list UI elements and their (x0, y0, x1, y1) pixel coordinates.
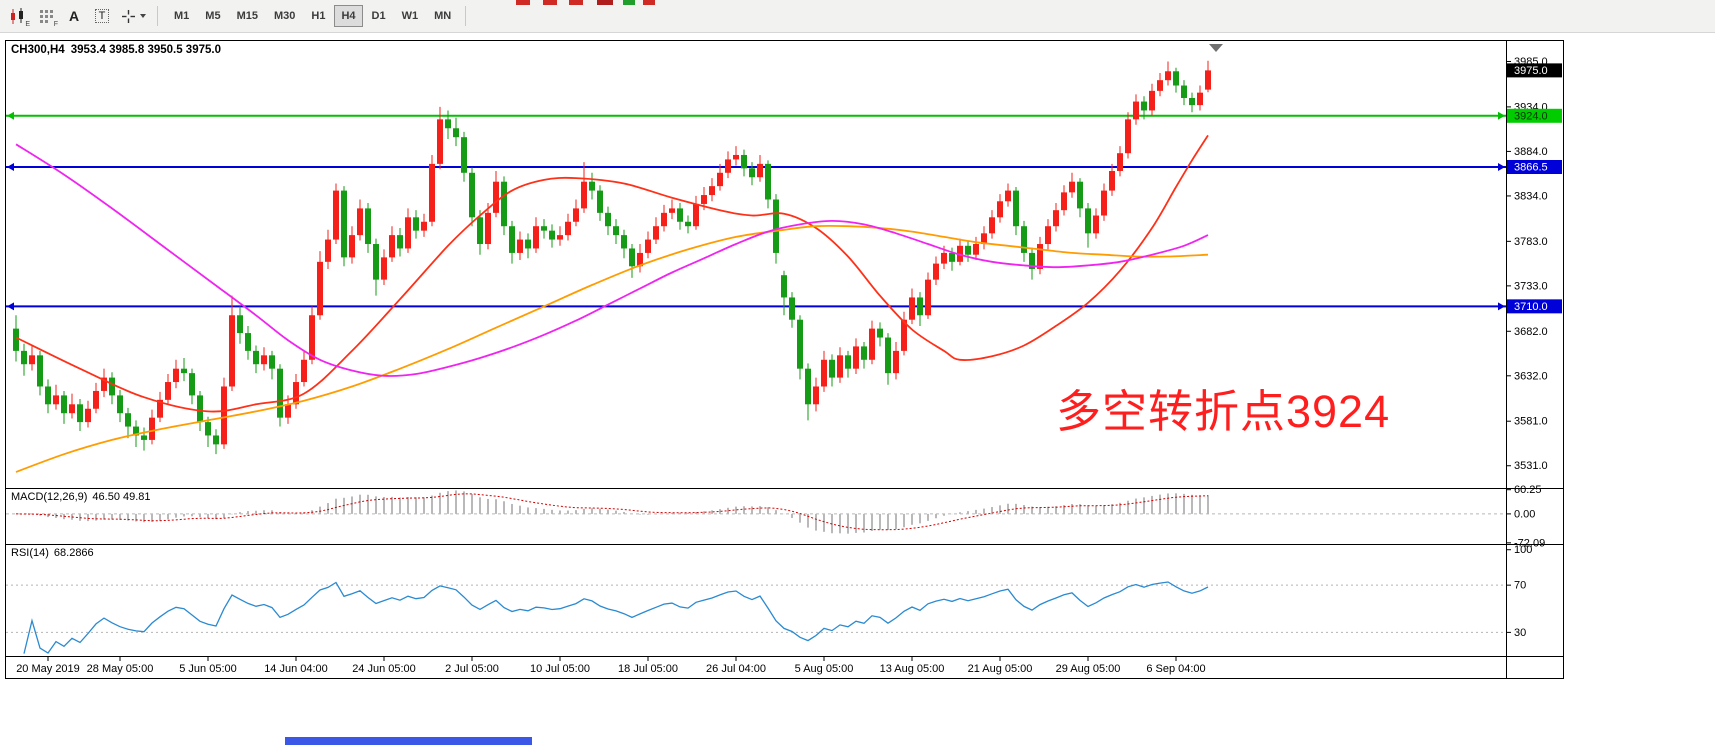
chart-type-button[interactable]: E (5, 4, 31, 28)
crosshair-tool-button[interactable] (117, 4, 150, 28)
rsi-value: 68.2866 (53, 547, 94, 559)
line-end-marker (7, 302, 14, 311)
macd-scale-label: 0.00 (1514, 508, 1535, 520)
timeframe-button-mn[interactable]: MN (427, 5, 458, 27)
blue-line-price-tag-1 (1507, 159, 1562, 174)
current-price-tag-text: 3975.0 (1514, 65, 1548, 77)
line-end-marker (1498, 162, 1505, 171)
moving-averages-layer (15, 134, 1209, 473)
time-label: 5 Jun 05:00 (179, 663, 237, 675)
timeframe-button-d1[interactable]: D1 (365, 5, 393, 27)
blue-line-price-tag-2 (1507, 299, 1562, 314)
green-line-price-tag-text: 3924.0 (1514, 110, 1548, 122)
time-label: 5 Aug 05:00 (795, 663, 854, 675)
line-end-marker (7, 111, 14, 120)
rsi-pane (6, 581, 1506, 654)
price-label: 3682.0 (1514, 326, 1548, 338)
price-label: 3581.0 (1514, 416, 1548, 428)
scrollbar-thumb[interactable] (285, 737, 532, 745)
rsi-scale-label: 30 (1514, 627, 1526, 639)
chart-title: CH300,H4 3953.4 3985.8 3950.5 3975.0 (11, 44, 221, 56)
grid-icon (39, 9, 53, 23)
price-label: 3531.0 (1514, 460, 1548, 472)
toolbar: E F A T M1 M5 M15 M30 H1 H4 D1 W1 MN (0, 0, 1715, 33)
chart-symbol-period: CH300,H4 (11, 44, 65, 56)
ma-red-line (15, 134, 1209, 413)
chart-canvas[interactable]: 3985.03934.03884.03834.03783.03733.03682… (6, 41, 1563, 678)
blue-line-price-tag-2-text: 3710.0 (1514, 301, 1548, 313)
time-label: 20 May 2019 (16, 663, 80, 675)
price-label: 3884.0 (1514, 146, 1548, 158)
time-scale[interactable]: 20 May 2019 28 May 05:00 5 Jun 05:00 14 Jun… (16, 657, 1206, 675)
line-end-marker (1498, 302, 1505, 311)
chart-shift-marker-icon (1209, 44, 1223, 52)
textbox-tool-label: T (94, 9, 110, 23)
crosshair-icon (122, 9, 135, 23)
text-tool-button[interactable]: A (61, 4, 87, 28)
textbox-tool-button[interactable]: T (89, 4, 115, 28)
chevron-down-icon (140, 14, 146, 18)
macd-name: MACD(12,26,9) (11, 491, 88, 503)
time-label: 14 Jun 04:00 (264, 663, 328, 675)
line-end-marker (1498, 111, 1505, 120)
timeframe-button-h1[interactable]: H1 (304, 5, 332, 27)
rsi-line (23, 581, 1209, 654)
rsi-name: RSI(14) (11, 547, 49, 559)
time-label: 6 Sep 04:00 (1146, 663, 1205, 675)
grid-button[interactable]: F (33, 4, 59, 28)
ma-magenta-line (15, 143, 1209, 377)
icon-sub-label-e: E (25, 21, 30, 28)
macd-signal-line (15, 493, 1209, 531)
time-label: 18 Jul 05:00 (618, 663, 678, 675)
text-tool-label: A (68, 8, 80, 24)
timeframe-button-m30[interactable]: M30 (267, 5, 302, 27)
time-label: 28 May 05:00 (87, 663, 154, 675)
price-label: 3783.0 (1514, 236, 1548, 248)
rsi-indicator-label: RSI(14) 68.2866 (11, 547, 94, 559)
candles-layer (13, 60, 1211, 455)
time-label: 21 Aug 05:00 (968, 663, 1033, 675)
icon-sub-label-f: F (53, 21, 58, 28)
time-label: 24 Jun 05:00 (352, 663, 416, 675)
time-label: 26 Jul 04:00 (706, 663, 766, 675)
timeframe-group: M1 M5 M15 M30 H1 H4 D1 W1 MN (166, 5, 459, 27)
rsi-scale-label: 100 (1514, 544, 1532, 556)
blue-line-price-tag-1-text: 3866.5 (1514, 161, 1548, 173)
timeframe-button-w1[interactable]: W1 (395, 5, 426, 27)
line-end-marker (7, 162, 14, 171)
text-annotation-object[interactable]: 多空转折点3924 (1056, 386, 1391, 437)
macd-scale-label: 60.25 (1514, 484, 1542, 496)
time-label: 29 Aug 05:00 (1056, 663, 1121, 675)
toolbar-separator (157, 6, 158, 26)
chart-window: 3985.0 3934.0 3884.0 3834.0 3783.0 3733.0 3682… (5, 40, 1564, 679)
price-label: 3834.0 (1514, 190, 1548, 202)
horizontal-line-objects[interactable] (6, 111, 1506, 311)
price-scale[interactable]: 3985.03934.03884.03834.03783.03733.03682… (1506, 56, 1562, 639)
timeframe-button-m5[interactable]: M5 (198, 5, 227, 27)
timeframe-button-m15[interactable]: M15 (230, 5, 265, 27)
macd-values: 46.50 49.81 (92, 491, 151, 503)
rsi-scale-label: 70 (1514, 580, 1526, 592)
chart-ohlc-values: 3953.4 3985.8 3950.5 3975.0 (70, 44, 221, 56)
macd-pane (6, 490, 1506, 534)
time-label: 10 Jul 05:00 (530, 663, 590, 675)
timeframe-button-h4[interactable]: H4 (334, 5, 363, 27)
green-line-price-tag (1507, 108, 1562, 123)
price-label: 3733.0 (1514, 280, 1548, 292)
ma-orange-line (15, 224, 1209, 473)
toolbar-separator-2 (465, 6, 467, 26)
price-label: 3632.0 (1514, 370, 1548, 382)
candlestick-chart-icon (11, 7, 23, 24)
timeframe-button-m1[interactable]: M1 (167, 5, 196, 27)
time-label: 13 Aug 05:00 (880, 663, 945, 675)
current-price-tag (1507, 63, 1562, 78)
macd-indicator-label: MACD(12,26,9) 46.50 49.81 (11, 491, 151, 503)
macd-scale-label: -72.09 (1514, 537, 1545, 549)
time-label: 2 Jul 05:00 (445, 663, 499, 675)
